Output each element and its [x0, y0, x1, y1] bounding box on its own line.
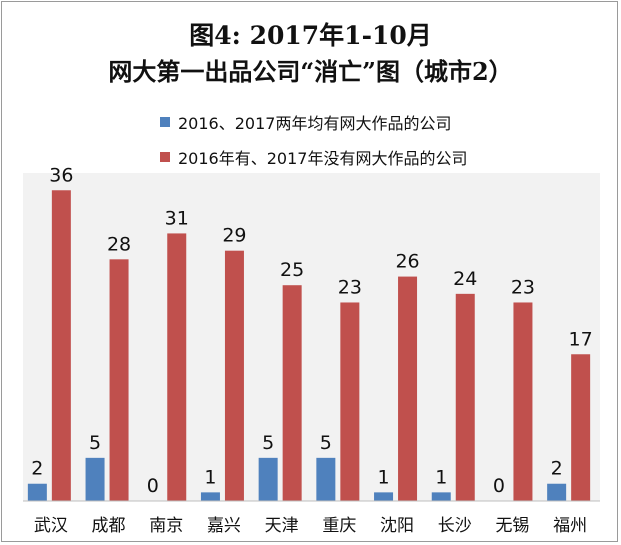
- bar-red-5: [282, 285, 302, 501]
- bar-blue-8: [431, 492, 451, 501]
- chart-subtitle: 网大第一出品公司“消亡”图（城市2）: [108, 57, 513, 86]
- data-label-red-9: 23: [511, 276, 535, 298]
- legend-item-series-1: 2016、2017两年均有网大作品的公司: [160, 110, 451, 134]
- bar-blue-5: [258, 457, 278, 501]
- bar-red-8: [455, 293, 475, 501]
- data-label-red-7: 26: [395, 251, 419, 273]
- x-tick-label-6: 重庆: [322, 516, 356, 536]
- data-label-blue-8: 1: [435, 466, 447, 488]
- x-tick-label-1: 武汉: [34, 516, 68, 536]
- bar-blue-1: [27, 483, 47, 501]
- data-label-red-6: 23: [338, 276, 362, 298]
- legend-label-series-1: 2016、2017两年均有网大作品的公司: [178, 114, 452, 133]
- x-tick-label-7: 沈阳: [380, 516, 414, 536]
- data-label-blue-3: 0: [147, 475, 159, 497]
- data-label-red-5: 25: [280, 259, 304, 281]
- data-label-blue-6: 5: [320, 432, 332, 454]
- x-tick-label-4: 嘉兴: [207, 516, 241, 536]
- x-tick-label-10: 福州: [553, 516, 587, 536]
- data-label-blue-2: 5: [89, 432, 101, 454]
- bar-blue-10: [547, 483, 567, 501]
- data-label-red-2: 28: [107, 233, 131, 255]
- x-tick-label-9: 无锡: [495, 516, 529, 536]
- data-label-blue-9: 0: [493, 475, 505, 497]
- bar-red-1: [51, 190, 71, 501]
- x-tick-label-8: 长沙: [438, 516, 472, 536]
- chart-title: 图4: 2017年1-10月: [189, 21, 432, 50]
- bar-red-10: [571, 354, 591, 501]
- data-label-red-3: 31: [165, 207, 189, 229]
- legend-swatch-blue: [160, 117, 170, 127]
- bar-red-6: [340, 302, 360, 501]
- x-tick-label-5: 天津: [265, 516, 299, 536]
- bar-red-9: [513, 302, 533, 501]
- data-label-blue-10: 2: [551, 458, 563, 480]
- x-tick-label-2: 成都: [92, 516, 126, 536]
- data-label-blue-5: 5: [262, 432, 274, 454]
- data-label-blue-4: 1: [204, 466, 216, 488]
- x-tick-label-3: 南京: [149, 516, 183, 536]
- bar-blue-4: [200, 492, 220, 501]
- legend-item-series-2: 2016年有、2017年没有网大作品的公司: [160, 145, 467, 169]
- bar-red-7: [398, 276, 418, 501]
- data-label-red-4: 29: [222, 225, 246, 247]
- data-label-blue-7: 1: [378, 466, 390, 488]
- bar-blue-6: [316, 457, 336, 501]
- data-label-blue-1: 2: [31, 458, 43, 480]
- data-label-red-10: 17: [569, 328, 593, 350]
- bar-blue-7: [374, 492, 394, 501]
- bar-red-3: [167, 233, 187, 501]
- legend-label-series-2: 2016年有、2017年没有网大作品的公司: [178, 149, 468, 168]
- bar-red-4: [224, 250, 244, 501]
- data-label-red-1: 36: [49, 164, 73, 186]
- legend-swatch-red: [160, 152, 170, 162]
- data-label-red-8: 24: [453, 268, 477, 290]
- bar-blue-2: [85, 457, 105, 501]
- bar-red-2: [109, 259, 129, 501]
